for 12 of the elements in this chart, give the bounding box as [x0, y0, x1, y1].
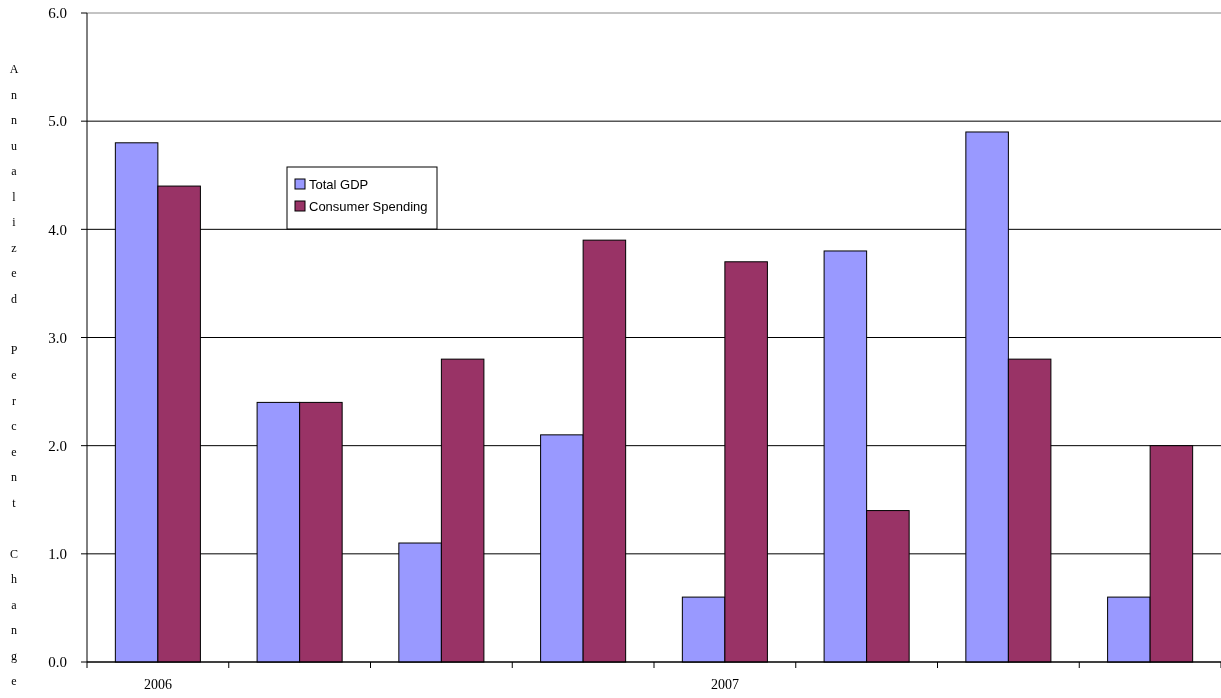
y-tick-label: 4.0 — [48, 221, 67, 238]
x-tick-label: 2006 — [143, 677, 172, 692]
x-tick-label: 2007 — [710, 677, 739, 692]
y-axis-title: Annualized Percent Change — [7, 62, 21, 698]
y-tick-label: 5.0 — [48, 113, 67, 130]
legend-label: Consumer Spending — [309, 198, 428, 214]
y-tick-label: 3.0 — [48, 329, 67, 346]
legend-label: Total GDP — [309, 176, 369, 192]
y-tick-label: 2.0 — [48, 437, 67, 454]
y-tick-label: 0.0 — [48, 654, 67, 671]
y-tick-label: 1.0 — [48, 546, 67, 563]
y-tick-label: 6.0 — [48, 5, 67, 22]
